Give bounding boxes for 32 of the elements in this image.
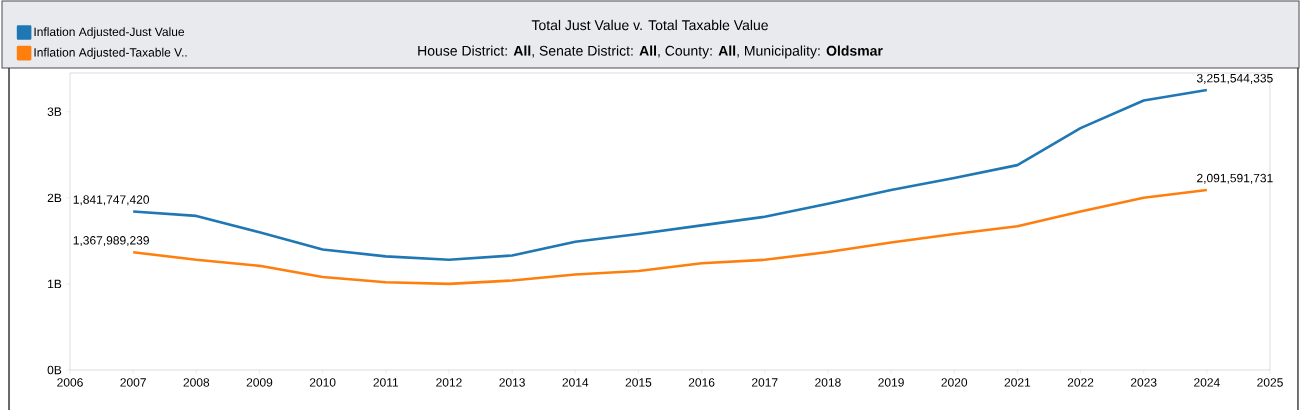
- x-tick-label: 2020: [941, 378, 968, 387]
- chart-title: Total Just Value v. Total Taxable Value: [531, 19, 768, 31]
- x-tick-label: 2025: [1257, 378, 1283, 387]
- x-tick-label: 2011: [373, 378, 399, 387]
- data-label: 2,091,591,731: [1197, 173, 1273, 184]
- legend-label: Inflation Adjusted-Just Value: [34, 27, 185, 39]
- x-tick-label: 2014: [562, 378, 589, 387]
- x-tick-label: 2006: [57, 378, 83, 387]
- y-tick-label: 1B: [48, 279, 62, 289]
- x-tick-label: 2009: [246, 378, 273, 387]
- x-tick-label: 2015: [625, 378, 652, 387]
- legend-label: Inflation Adjusted-Taxable V..: [34, 47, 187, 60]
- x-tick-label: 2023: [1130, 378, 1157, 387]
- x-tick-label: 2016: [688, 378, 715, 387]
- chart-subtitle: House District: All, Senate District: All, County: All, Municipality: Oldsmar: [418, 45, 883, 59]
- x-tick-label: 2007: [120, 378, 146, 387]
- y-tick-label: 3B: [47, 107, 62, 116]
- x-tick-label: 2018: [815, 378, 841, 387]
- x-tick-label: 2022: [1067, 378, 1094, 387]
- x-tick-label: 2017: [751, 378, 778, 387]
- data-label: 1,367,989,239: [73, 236, 149, 247]
- x-tick-label: 2008: [183, 378, 210, 387]
- x-tick-label: 2012: [436, 378, 462, 387]
- x-tick-label: 2013: [499, 378, 525, 387]
- data-label: 1,841,747,420: [73, 195, 150, 206]
- x-tick-label: 2024: [1194, 378, 1220, 387]
- x-tick-label: 2019: [878, 378, 904, 387]
- y-tick-label: 2B: [47, 193, 62, 203]
- x-tick-label: 2021: [1004, 378, 1031, 387]
- data-label: 3,251,544,335: [1196, 73, 1273, 84]
- x-tick-label: 2010: [309, 378, 336, 387]
- y-tick-label: 0B: [47, 365, 62, 375]
